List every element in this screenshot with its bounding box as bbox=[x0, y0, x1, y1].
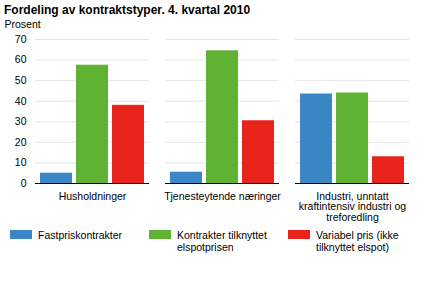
svg-text:40: 40 bbox=[15, 95, 27, 107]
svg-text:0: 0 bbox=[21, 177, 27, 189]
html-text:Fastpriskontrakter: Fastpriskontrakter bbox=[38, 229, 122, 241]
svg-text:Prosent: Prosent bbox=[5, 18, 41, 30]
svg-text:Tjenesteytende næringer: Tjenesteytende næringer bbox=[164, 190, 281, 202]
svg-text:10: 10 bbox=[15, 156, 27, 168]
svg-text:20: 20 bbox=[15, 136, 27, 148]
svg-text:30: 30 bbox=[15, 115, 27, 127]
svg-text:Husholdninger: Husholdninger bbox=[59, 190, 127, 202]
svg-text:60: 60 bbox=[15, 53, 27, 65]
html-text:Variabel pris (ikke tilknyttet: Variabel pris (ikke tilknyttet elspot) bbox=[316, 229, 399, 253]
svg-text:Industri, unntattkraftintensiv: Industri, unntattkraftintensiv industri … bbox=[299, 190, 407, 223]
html-text:Kontrakter tilknyttet elspotpr: Kontrakter tilknyttet elspotprisen bbox=[177, 229, 267, 253]
svg-text:50: 50 bbox=[15, 74, 27, 86]
svg-text:70: 70 bbox=[15, 33, 27, 45]
html-text:Fordeling av kontraktstyper. 4: Fordeling av kontraktstyper. 4. kvartal … bbox=[4, 3, 251, 17]
